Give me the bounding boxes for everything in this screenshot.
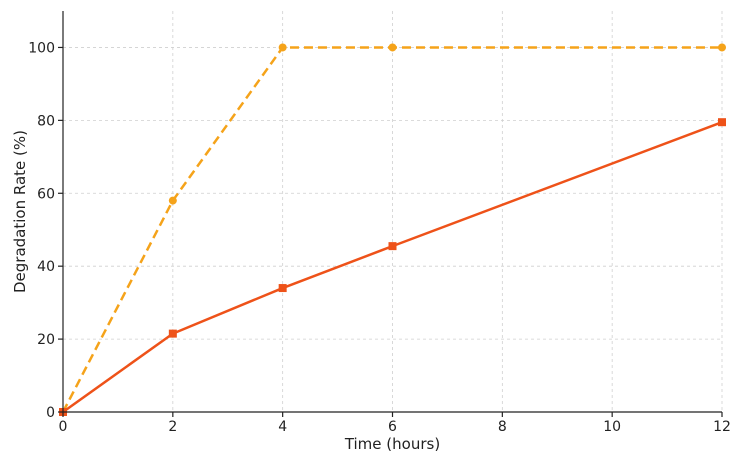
y-tick-label: 40 <box>37 259 55 275</box>
series-2-point <box>168 329 177 338</box>
x-tick-label: 10 <box>603 419 621 435</box>
series-1-point <box>718 43 726 52</box>
x-tick-label: 8 <box>498 419 507 435</box>
series-1 <box>59 43 726 416</box>
x-tick-label: 6 <box>388 419 397 435</box>
series-2-point <box>278 284 287 293</box>
y-tick-label: 80 <box>37 113 55 129</box>
x-axis-title: Time (hours) <box>344 435 440 453</box>
y-tick-label: 20 <box>37 332 55 348</box>
x-tick-label: 4 <box>278 419 287 435</box>
series-1-point <box>278 43 287 52</box>
series-2-line <box>62 121 723 414</box>
axes <box>58 11 723 417</box>
y-tick-label: 0 <box>46 405 55 421</box>
y-axis-title: Degradation Rate (%) <box>11 130 29 293</box>
x-tick-label: 0 <box>59 419 68 435</box>
series-2-point <box>718 118 726 127</box>
y-tick-label: 60 <box>37 186 55 202</box>
series-2-point <box>388 242 397 251</box>
x-tick-label: 12 <box>713 419 731 435</box>
grid <box>63 11 723 412</box>
series-layer <box>59 43 726 416</box>
x-tick-label: 2 <box>168 419 177 435</box>
series-1-point <box>388 43 397 52</box>
y-tick-label: 100 <box>28 40 55 56</box>
tick-labels: 0 2 4 6 8 10 12 0 20 40 60 80 100 <box>28 40 731 435</box>
series-1-point <box>168 196 177 205</box>
